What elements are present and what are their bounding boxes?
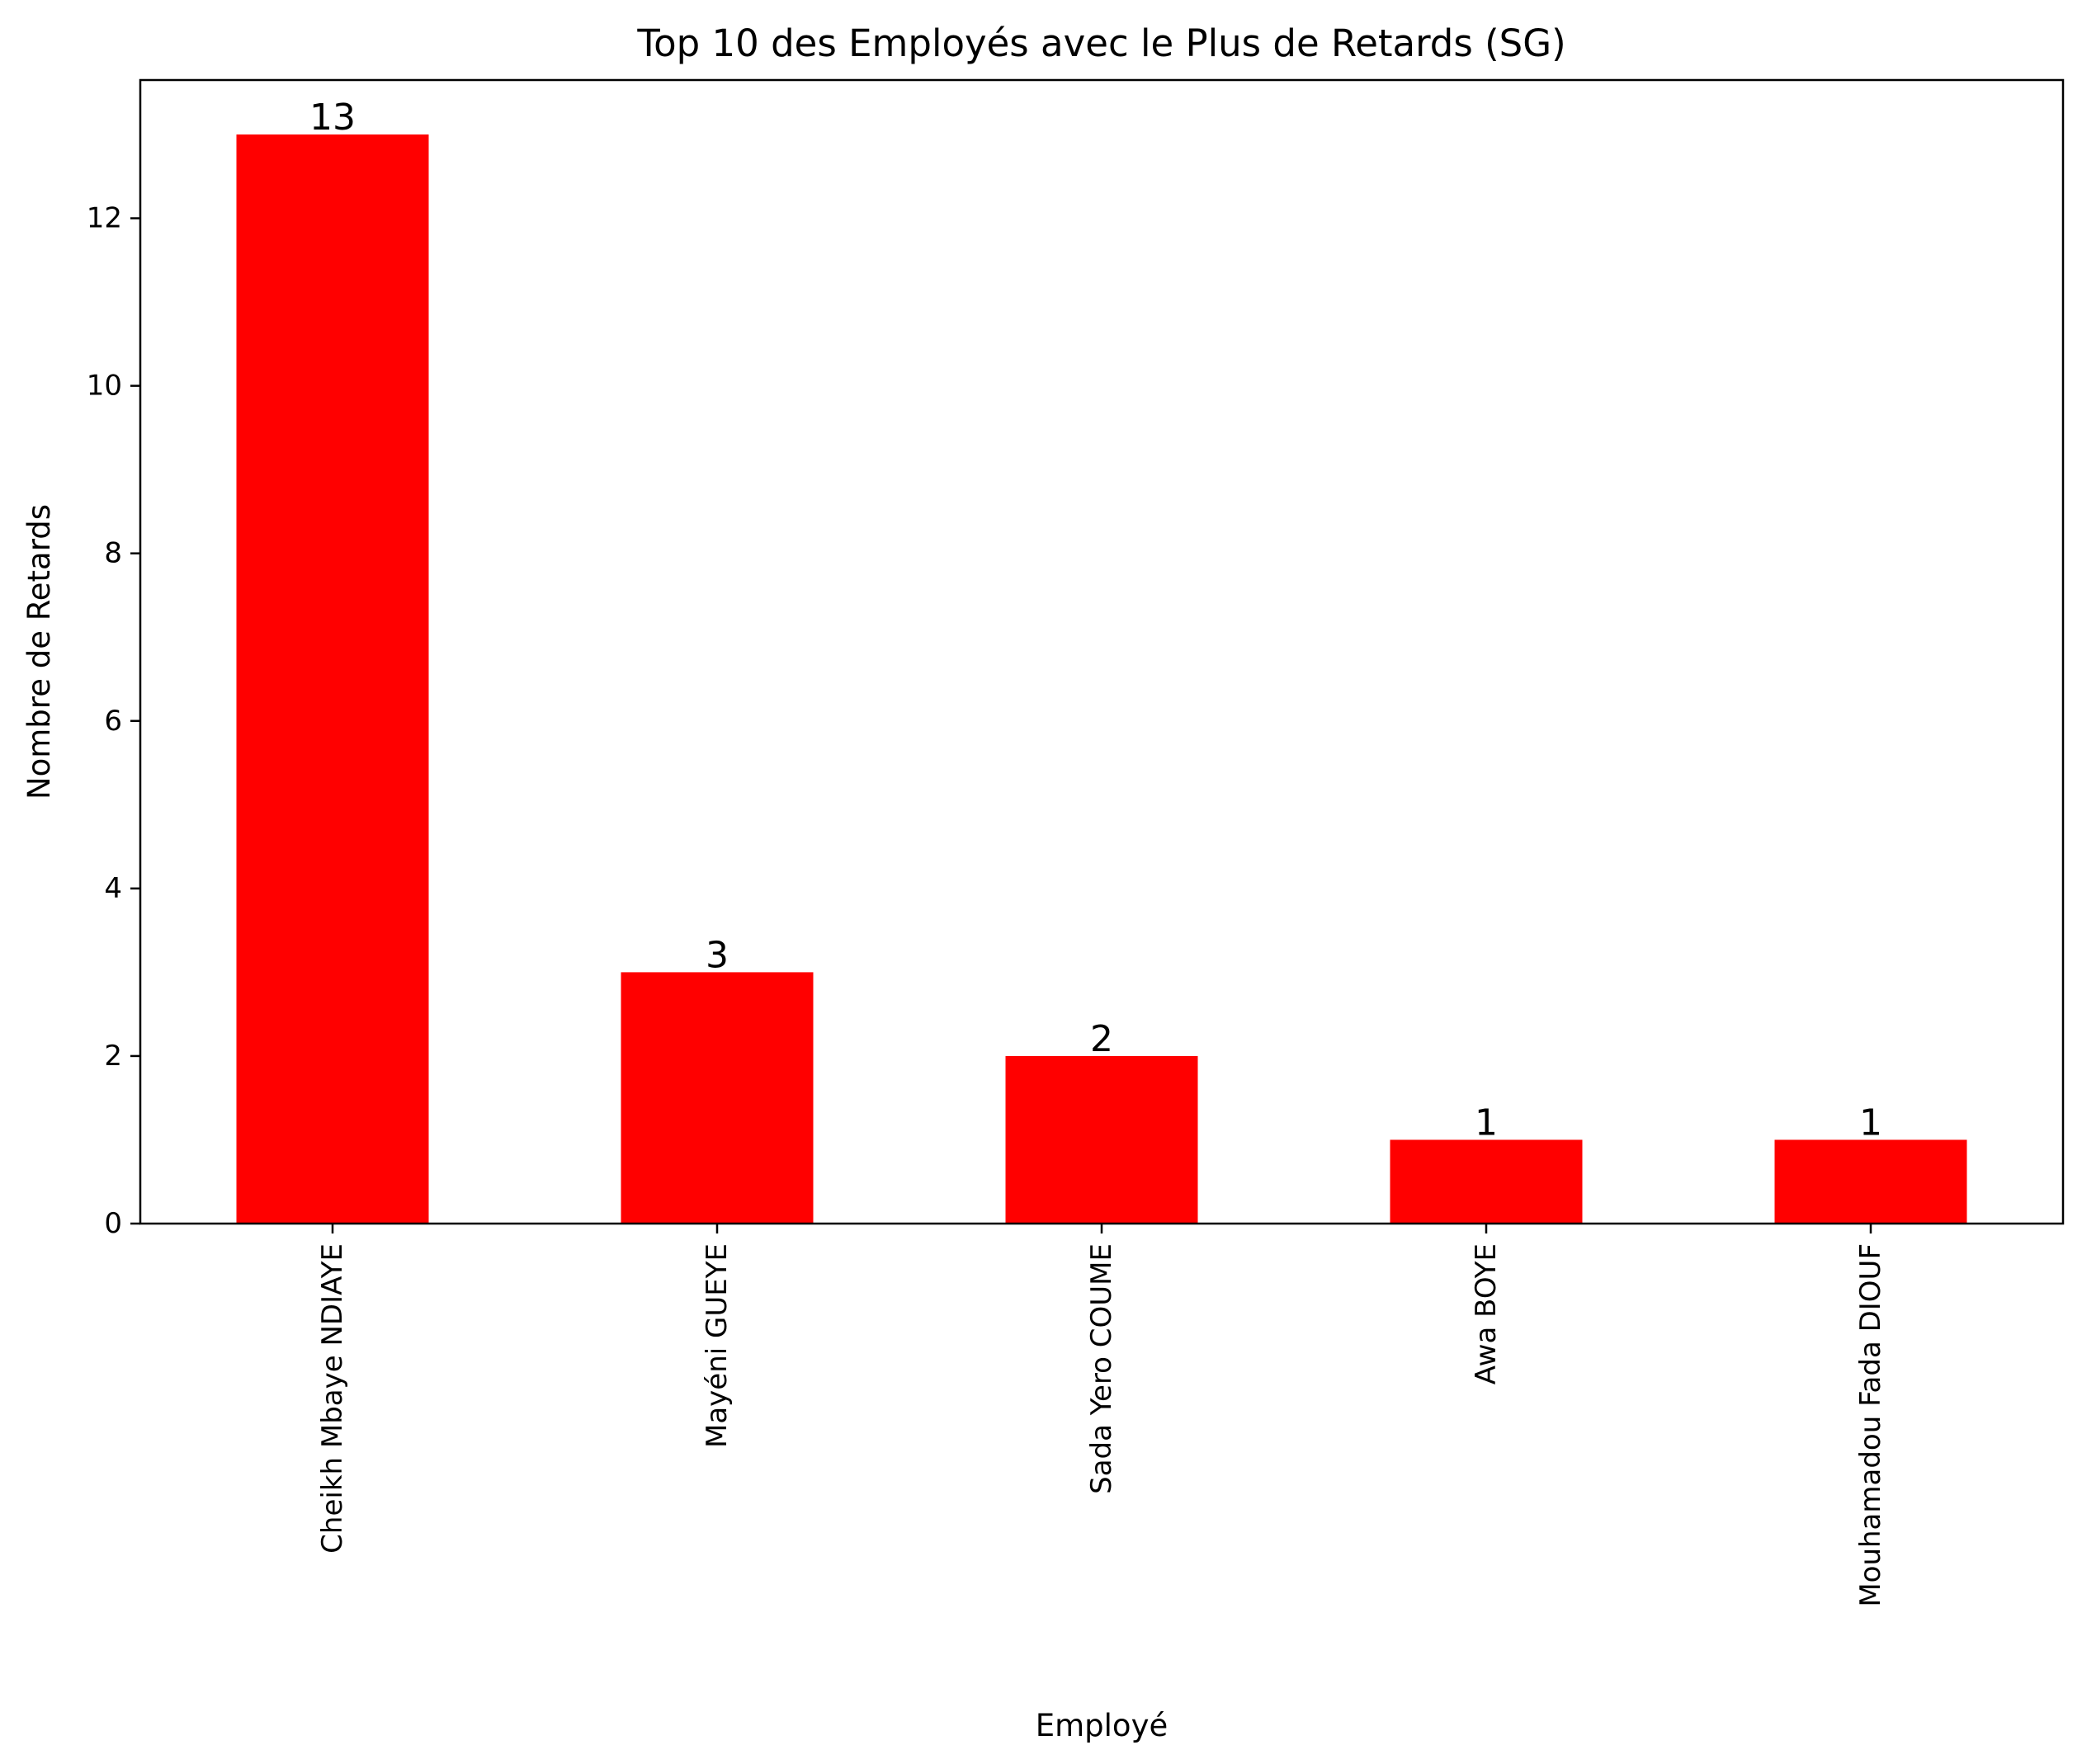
y-tick-label-8: 8 <box>104 537 122 570</box>
x-axis-label: Employé <box>1036 1708 1168 1743</box>
data-labels-group: 13 3 2 1 1 <box>309 97 1882 1144</box>
y-tick-label-2: 2 <box>104 1040 122 1073</box>
chart-title: Top 10 des Employés avec le Plus de Reta… <box>636 21 1565 65</box>
x-tick-label-mouhamadou-fada-diouf: Mouhamadou Fada DIOUF <box>1854 1243 1887 1607</box>
plot-frame <box>139 78 2065 1225</box>
bar-mayeni-gueye <box>621 972 814 1224</box>
data-label-mouhamadou-fada-diouf: 1 <box>1859 1101 1882 1144</box>
x-tick-label-cheikh-mbaye-ndiaye: Cheikh Mbaye NDIAYE <box>316 1243 349 1554</box>
data-label-cheikh-mbaye-ndiaye: 13 <box>309 97 356 139</box>
y-tick-label-4: 4 <box>104 872 122 905</box>
bar-sada-yero-coume <box>1005 1055 1198 1224</box>
x-tick-label-sada-yero-coume: Sada Yero COUME <box>1085 1243 1118 1494</box>
y-tick-label-10: 10 <box>87 370 122 403</box>
data-label-awa-boye: 1 <box>1475 1101 1498 1144</box>
y-axis-label: Nombre de Retards <box>21 504 57 799</box>
x-axis: Cheikh Mbaye NDIAYE Mayéni GUEYE Sada Yero… <box>316 1224 1887 1607</box>
data-label-sada-yero-coume: 2 <box>1090 1018 1113 1060</box>
y-tick-label-6: 6 <box>104 705 122 738</box>
x-tick-label-mayeni-gueye: Mayéni GUEYE <box>701 1243 734 1448</box>
bar-awa-boye <box>1390 1139 1583 1224</box>
y-tick-label-12: 12 <box>87 202 122 235</box>
bar-cheikh-mbaye-ndiaye <box>236 134 429 1224</box>
bars-group <box>236 134 1967 1224</box>
y-tick-label-0: 0 <box>104 1207 122 1240</box>
bar-mouhamadou-fada-diouf <box>1774 1139 1967 1224</box>
data-label-mayeni-gueye: 3 <box>706 934 729 976</box>
y-axis: 0 2 4 6 8 10 12 <box>87 202 140 1240</box>
x-tick-label-awa-boye: Awa BOYE <box>1470 1243 1503 1384</box>
